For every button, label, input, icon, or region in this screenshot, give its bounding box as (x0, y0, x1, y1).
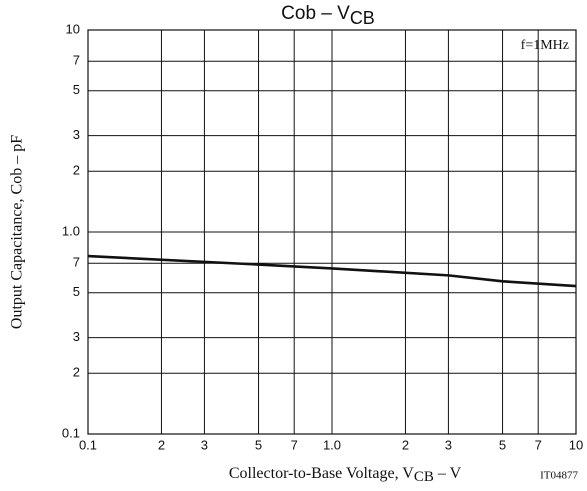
y-tick-label: 7 (73, 255, 80, 270)
x-tick-label: 2 (402, 437, 409, 452)
title-sub: CB (350, 8, 375, 28)
y-tick-label: 3 (73, 127, 80, 142)
x-tick-label: 2 (158, 437, 165, 452)
x-tick-label: 3 (445, 437, 452, 452)
y-tick-label: 1.0 (62, 223, 80, 238)
x-tick-label: 7 (535, 437, 542, 452)
x-tick-label: 7 (291, 437, 298, 452)
x-tick-label: 5 (499, 437, 506, 452)
x-label-main: Collector-to-Base Voltage, V (229, 465, 414, 482)
y-tick-label: 5 (73, 82, 80, 97)
x-tick-label: 0.1 (79, 437, 97, 452)
x-tick-label: 3 (201, 437, 208, 452)
plot-frame (87, 29, 577, 435)
x-label-unit: – V (434, 465, 462, 482)
title-main: Cob – V (281, 3, 350, 24)
y-axis-label: Output Capacitance, Cob – pF (9, 135, 26, 329)
y-tick-label: 10 (66, 21, 80, 36)
x-tick-label: 5 (255, 437, 262, 452)
chart-title: Cob – VCB (281, 3, 375, 28)
x-label-sub: CB (414, 469, 434, 485)
y-tick-label: 3 (73, 329, 80, 344)
y-tick-label: 2 (73, 163, 80, 178)
y-tick-label: 0.1 (62, 425, 80, 440)
x-axis-label: Collector-to-Base Voltage, VCB – V (229, 465, 462, 486)
x-tick-label: 10 (569, 437, 583, 452)
y-tick-label: 5 (73, 284, 80, 299)
figure-code: IT04877 (540, 470, 578, 482)
data-line (87, 254, 577, 288)
y-tick-label: 7 (73, 53, 80, 68)
annotation: f=1MHz (521, 38, 569, 53)
x-tick-label: 1.0 (323, 437, 341, 452)
y-tick-label: 2 (73, 365, 80, 380)
